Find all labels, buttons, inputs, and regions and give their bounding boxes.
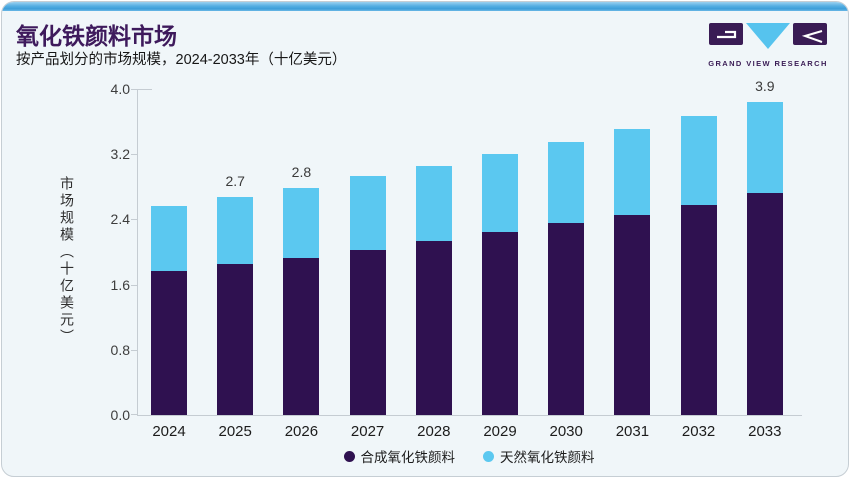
x-tick-label-2024: 2024 <box>152 423 186 440</box>
bar-total-label-2033: 3.9 <box>755 78 775 95</box>
x-tick-label-2033: 2033 <box>748 423 782 440</box>
gvr-logo: GRAND VIEW RESEARCH <box>703 23 833 68</box>
bar-segment-synthetic-2029 <box>482 231 518 415</box>
bar-segment-synthetic-2025 <box>217 264 254 415</box>
bar-segment-natural-2032 <box>680 115 717 205</box>
bar-2026 <box>283 187 320 415</box>
legend-label: 天然氧化铁颜料 <box>500 450 595 465</box>
bar-2027 <box>349 176 386 415</box>
y-tick-label: 0.0 <box>110 407 130 423</box>
legend-dot-icon <box>483 450 494 462</box>
bar-2030 <box>548 141 585 415</box>
bar-segment-natural-2026 <box>283 187 320 258</box>
y-tick-mark <box>131 154 137 156</box>
page-title: 氧化铁颜料市场 <box>16 23 177 49</box>
x-tick-label-2032: 2032 <box>681 423 716 440</box>
bar-segment-synthetic-2033 <box>746 193 783 415</box>
y-tick-mark <box>131 414 137 415</box>
y-axis-title: 市场规模（十亿美元） <box>59 176 75 346</box>
y-tick-label: 3.2 <box>110 146 130 163</box>
y-tick-mark <box>131 89 137 90</box>
y-tick-label: 2.4 <box>110 211 130 228</box>
x-tick-label-2025: 2025 <box>218 423 252 440</box>
bar-segment-natural-2027 <box>349 176 386 250</box>
x-tick-label-2030: 2030 <box>549 423 583 440</box>
bar-segment-natural-2033 <box>746 102 783 194</box>
legend: 合成氧化铁颜料 天然氧化铁颜料 <box>137 446 801 466</box>
bar-2024 <box>151 206 187 415</box>
legend-item: 合成氧化铁颜料 <box>343 446 456 466</box>
top-accent-bar <box>2 2 848 11</box>
y-tick-mark <box>131 219 137 221</box>
bar-total-label-2026: 2.8 <box>291 163 312 180</box>
bar-segment-synthetic-2026 <box>283 257 320 415</box>
bar-segment-synthetic-2030 <box>548 223 585 415</box>
bar-segment-synthetic-2027 <box>349 249 386 415</box>
bar-2032 <box>680 115 717 415</box>
bar-segment-natural-2028 <box>415 166 452 242</box>
y-tick-mark <box>131 349 137 351</box>
bar-segment-natural-2030 <box>548 141 585 224</box>
bar-segment-synthetic-2028 <box>415 241 452 415</box>
bar-segment-natural-2024 <box>151 206 187 271</box>
x-tick-label-2028: 2028 <box>417 423 451 440</box>
bar-segment-synthetic-2032 <box>680 204 717 415</box>
bar-2031 <box>614 128 651 415</box>
page-subtitle: 按产品划分的市场规模，2024-2033年（十亿美元） <box>16 52 347 68</box>
y-axis-top-tick <box>138 89 152 90</box>
bar-segment-synthetic-2024 <box>151 270 187 415</box>
y-tick-label: 1.6 <box>110 276 130 293</box>
bar-2028 <box>415 166 452 415</box>
x-tick-label-2026: 2026 <box>284 423 319 440</box>
bar-segment-natural-2029 <box>482 154 518 232</box>
bar-segment-natural-2025 <box>217 197 254 265</box>
x-tick-label-2029: 2029 <box>483 423 517 440</box>
legend-item: 天然氧化铁颜料 <box>483 446 595 466</box>
y-tick-mark <box>131 284 137 286</box>
gvr-logo-mark <box>709 23 827 49</box>
legend-label: 合成氧化铁颜料 <box>360 450 456 465</box>
bar-total-label-2025: 2.7 <box>225 173 245 190</box>
y-tick-label: 4.0 <box>110 81 130 97</box>
bar-2033 <box>746 102 783 415</box>
x-tick-label-2027: 2027 <box>350 423 385 440</box>
bar-segment-natural-2031 <box>614 128 651 215</box>
y-tick-label: 0.8 <box>110 341 130 358</box>
x-tick-label-2031: 2031 <box>615 423 650 440</box>
bar-segment-synthetic-2031 <box>614 214 651 415</box>
legend-dot-icon <box>343 450 355 462</box>
gvr-logo-text: GRAND VIEW RESEARCH <box>708 59 828 68</box>
plot-area: 4.0 3.2 2.4 1.6 0.8 0.0 2024 2.7 2025 2.8 2026 2027… <box>111 78 802 440</box>
bar-2025 <box>217 197 254 415</box>
bar-2029 <box>482 154 518 415</box>
